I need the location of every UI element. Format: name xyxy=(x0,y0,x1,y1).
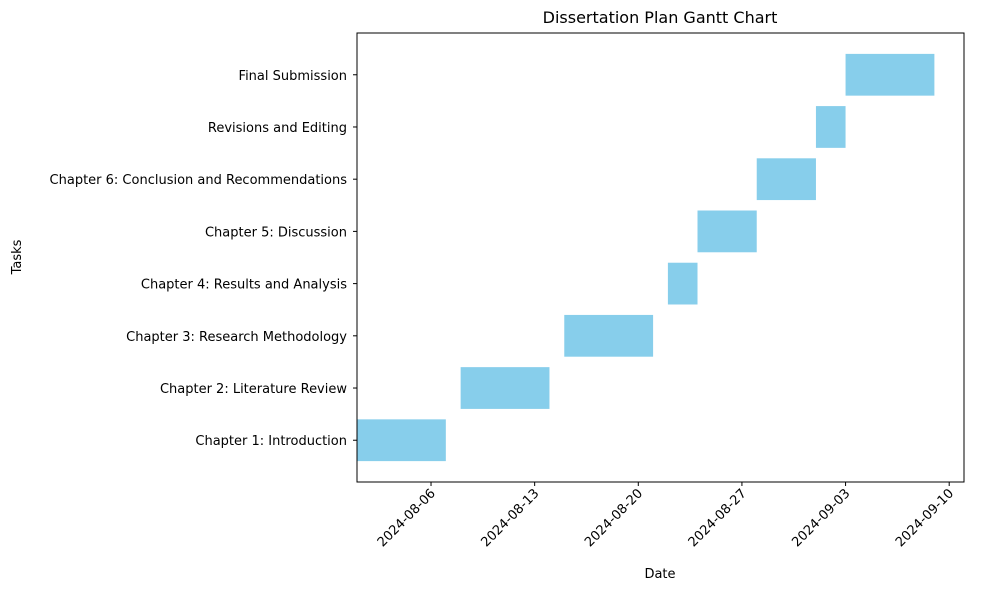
y-tick-label: Chapter 1: Introduction xyxy=(195,434,347,449)
x-tick-label: 2024-08-13 xyxy=(478,486,542,550)
task-bar xyxy=(815,106,846,148)
y-tick-label: Chapter 2: Literature Review xyxy=(160,382,347,397)
plot-frame xyxy=(356,32,965,483)
y-tick-label: Chapter 6: Conclusion and Recommendation… xyxy=(50,173,348,188)
chart-title: Dissertation Plan Gantt Chart xyxy=(543,8,778,27)
task-bar xyxy=(756,158,816,201)
y-tick-label: Chapter 4: Results and Analysis xyxy=(141,278,347,293)
x-tick-label: 2024-09-03 xyxy=(789,486,853,550)
y-tick-label: Final Submission xyxy=(239,69,347,84)
y-axis: Chapter 1: Introduction Chapter 2: Litera… xyxy=(50,69,357,449)
task-bar xyxy=(697,210,757,253)
y-axis-label: Tasks xyxy=(10,239,25,275)
x-axis-label: Date xyxy=(644,567,675,582)
x-tick-label: 2024-08-20 xyxy=(582,486,646,550)
x-tick-label: 2024-08-06 xyxy=(375,486,439,550)
task-bar xyxy=(357,419,446,462)
y-tick-label: Chapter 3: Research Methodology xyxy=(126,330,347,345)
y-tick-label: Revisions and Editing xyxy=(208,121,347,136)
x-tick-label: 2024-08-27 xyxy=(686,486,750,550)
y-tick-label: Chapter 5: Discussion xyxy=(205,225,347,240)
x-tick-label: 2024-09-10 xyxy=(893,486,957,550)
bars-group xyxy=(357,53,935,462)
task-bar xyxy=(845,53,935,96)
task-bar xyxy=(564,314,654,357)
task-bar xyxy=(667,262,698,305)
x-axis: 2024-08-06 2024-08-13 2024-08-20 2024-08-27… xyxy=(375,482,957,550)
task-bar xyxy=(460,367,550,409)
